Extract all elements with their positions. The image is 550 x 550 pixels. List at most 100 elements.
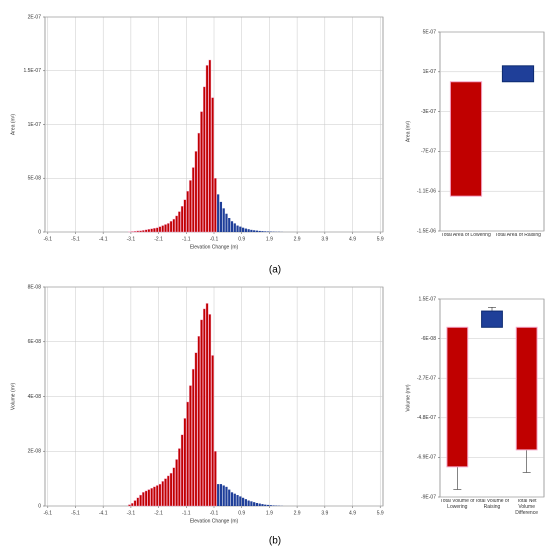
histogram-bar <box>258 230 261 232</box>
histogram-bar <box>219 484 223 506</box>
x-tick-label: -4.1 <box>99 236 108 242</box>
histogram-bar <box>175 215 178 233</box>
x-tick-label: Total Area of Lowering <box>441 233 491 238</box>
histogram-bar <box>266 504 270 506</box>
histogram-bar <box>264 504 267 506</box>
x-tick-label-box: Total Net Volume Difference <box>515 499 538 515</box>
histogram-bar <box>261 231 264 232</box>
histogram-bar <box>197 336 201 507</box>
histogram-bar <box>183 418 187 507</box>
histogram-bar <box>217 194 220 232</box>
y-tick-label: 4E-08 <box>28 394 42 400</box>
histogram-bar <box>164 478 167 507</box>
histogram-bar <box>233 493 236 506</box>
histogram-bar <box>244 228 247 232</box>
histogram-bar <box>178 448 181 507</box>
y-tick-label: -2.7E-07 <box>417 376 436 382</box>
histogram-bar <box>230 492 234 506</box>
x-tick-label-box: Total Volume of Raising <box>475 499 509 510</box>
histogram-bar <box>172 467 176 507</box>
histogram-bar <box>205 65 209 233</box>
histogram-bar <box>153 228 156 233</box>
histogram-bar <box>264 231 267 232</box>
histogram-bar <box>222 485 225 506</box>
histogram-bar <box>228 489 231 506</box>
histogram-bar <box>161 481 165 507</box>
y-tick-label: 6E-08 <box>28 339 42 345</box>
histogram-bar <box>142 230 145 233</box>
x-axis-label: Elevation Change (m) <box>190 244 239 250</box>
bar <box>481 310 503 328</box>
histogram-bar <box>194 352 198 507</box>
histogram-bar <box>142 492 145 507</box>
y-axis-label: Volume (m³) <box>405 384 411 412</box>
bar <box>446 326 469 468</box>
histogram-bar <box>136 497 140 507</box>
histogram-bar <box>155 485 159 507</box>
histogram-bar <box>200 111 203 233</box>
x-tick-label: -6.1 <box>43 236 52 242</box>
histogram-bar <box>258 503 261 506</box>
histogram-bar <box>222 208 225 232</box>
y-tick-label: -6.9E-07 <box>417 455 436 461</box>
histogram-bar <box>166 475 170 507</box>
y-axis-label: Volume (m³) <box>10 383 16 411</box>
histogram-bar <box>197 132 201 233</box>
x-tick-label: -3.1 <box>127 510 136 516</box>
y-tick-label: 5E-07 <box>423 29 437 35</box>
histogram-bar <box>164 224 167 233</box>
histogram-bar <box>180 434 184 507</box>
histogram-bar <box>241 497 245 506</box>
histogram-bar <box>180 205 184 233</box>
y-tick-label: 0 <box>38 503 41 509</box>
histogram-bar <box>169 472 173 507</box>
x-tick-label: -5.1 <box>71 236 80 242</box>
y-tick-label: -9E-07 <box>421 494 436 500</box>
x-tick-label: 3.9 <box>321 236 328 242</box>
y-tick-label: -1.1E-06 <box>417 189 436 195</box>
y-tick-label: -4.8E-07 <box>417 415 436 421</box>
x-tick-label: 0.9 <box>238 236 245 242</box>
y-axis-label: Area (m²) <box>405 121 411 142</box>
histogram-bar <box>208 59 212 233</box>
histogram-bar <box>191 368 195 507</box>
histogram-bar <box>225 486 228 506</box>
histogram-bar <box>186 190 189 233</box>
y-tick-label: -3E-07 <box>421 109 436 115</box>
histogram-bar <box>175 459 178 507</box>
x-tick-label: 5.9 <box>377 236 384 242</box>
histogram-bar <box>239 496 242 506</box>
histogram-bar <box>189 180 192 233</box>
histogram-bar <box>189 385 192 507</box>
y-tick-label: -7E-07 <box>421 149 436 155</box>
histogram-bar <box>272 505 275 506</box>
x-tick-label: 4.9 <box>349 236 356 242</box>
y-tick-label: 1.5E-07 <box>23 68 41 74</box>
x-tick-label: -1.1 <box>182 236 191 242</box>
x-tick-label: 1.9 <box>266 510 273 516</box>
histogram-bar <box>147 489 151 507</box>
histogram-bar <box>202 86 206 233</box>
histogram-bar <box>253 230 256 232</box>
y-tick-label: 5E-08 <box>28 176 42 182</box>
x-tick-label: 1.9 <box>266 236 273 242</box>
y-tick-label: -1.5E-06 <box>417 228 436 234</box>
y-tick-label: 0 <box>38 229 41 235</box>
histogram-bar <box>266 231 270 232</box>
x-tick-label: Total Volume of Lowering <box>440 499 475 510</box>
caption: (b) <box>269 536 281 547</box>
y-tick-label: 1E-07 <box>423 69 437 75</box>
x-tick-label: -0.1 <box>210 236 219 242</box>
histogram-bar <box>144 229 148 233</box>
histogram-bar <box>128 504 131 507</box>
histogram-bar <box>230 221 234 232</box>
histogram-bar <box>261 504 264 506</box>
caption: (a) <box>269 265 281 276</box>
histogram-bar <box>233 223 236 232</box>
y-tick-label: 8E-08 <box>28 284 42 290</box>
histogram-bar <box>194 151 198 233</box>
x-tick-label: 4.9 <box>349 510 356 516</box>
histogram-bar <box>139 494 142 507</box>
histogram-bar <box>211 355 214 507</box>
x-tick-label: 3.9 <box>321 510 328 516</box>
